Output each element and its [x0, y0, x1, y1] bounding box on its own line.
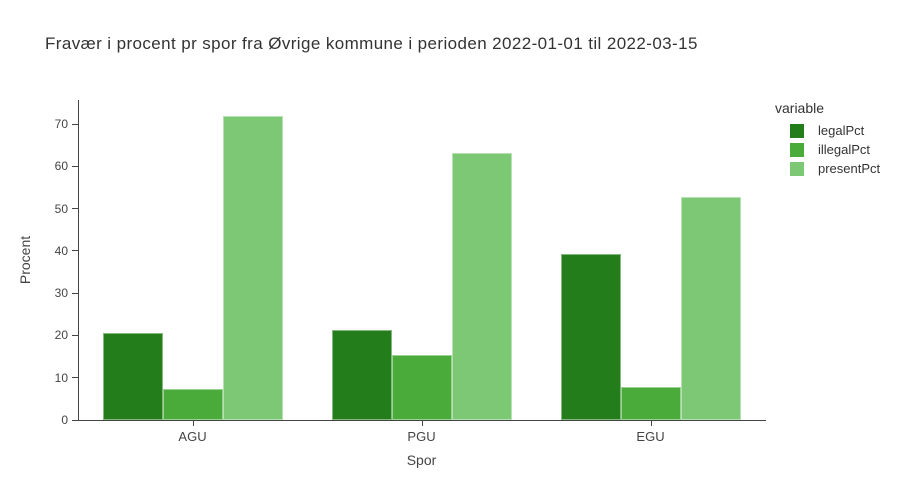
bar-legalPct-AGU[interactable]	[102, 333, 163, 420]
legend-swatch-legalPct	[790, 123, 804, 138]
bar-illegalPct-EGU[interactable]	[620, 387, 681, 420]
y-tick-label: 10	[54, 370, 68, 385]
legend-label: illegalPct	[818, 142, 871, 157]
bar-legalPct-PGU[interactable]	[331, 329, 392, 420]
bar-illegalPct-AGU[interactable]	[162, 389, 223, 420]
plot-area	[78, 100, 766, 421]
y-tick-mark	[72, 250, 78, 252]
y-tick-label: 20	[54, 328, 68, 343]
x-tick-label: EGU	[636, 429, 665, 444]
y-tick-mark	[72, 377, 78, 379]
bar-illegalPct-PGU[interactable]	[391, 355, 452, 420]
chart-title: Fravær i procent pr spor fra Øvrige komm…	[45, 34, 698, 53]
y-tick-mark	[72, 123, 78, 125]
legend-item-legalPct[interactable]: legalPct	[775, 121, 880, 140]
y-tick-mark	[72, 334, 78, 336]
legend-item-illegalPct[interactable]: illegalPct	[775, 140, 880, 159]
x-axis-title: Spor	[406, 452, 437, 468]
y-tick-mark	[72, 292, 78, 294]
legend-label: presentPct	[818, 161, 881, 176]
legend-items: legalPct illegalPct presentPct	[775, 121, 880, 178]
y-tick-label: 50	[54, 201, 68, 216]
y-tick-label: 60	[54, 159, 68, 174]
x-tick-label: AGU	[178, 429, 207, 444]
legend-title: variable	[775, 100, 825, 116]
y-tick-mark	[72, 165, 78, 167]
y-tick-label: 0	[61, 413, 68, 427]
bar-presentPct-PGU[interactable]	[451, 153, 512, 420]
x-tick-mark	[192, 421, 194, 426]
x-tick-mark	[421, 421, 423, 426]
y-tick-mark	[72, 208, 78, 210]
y-tick-label: 70	[54, 117, 68, 132]
legend-swatch-illegalPct	[790, 142, 804, 157]
bar-legalPct-EGU[interactable]	[560, 253, 621, 420]
legend-item-presentPct[interactable]: presentPct	[775, 159, 880, 178]
y-tick-label: 30	[54, 286, 68, 301]
legend: variable legalPct illegalPct presentPct	[775, 100, 880, 178]
x-tick-label: PGU	[407, 429, 436, 444]
y-tick-mark	[72, 419, 78, 421]
legend-swatch-presentPct	[790, 161, 804, 176]
x-tick-mark	[650, 421, 652, 426]
legend-label: legalPct	[818, 123, 865, 138]
y-tick-label: 40	[54, 243, 68, 258]
bar-presentPct-EGU[interactable]	[680, 197, 741, 420]
bar-presentPct-AGU[interactable]	[222, 116, 283, 420]
